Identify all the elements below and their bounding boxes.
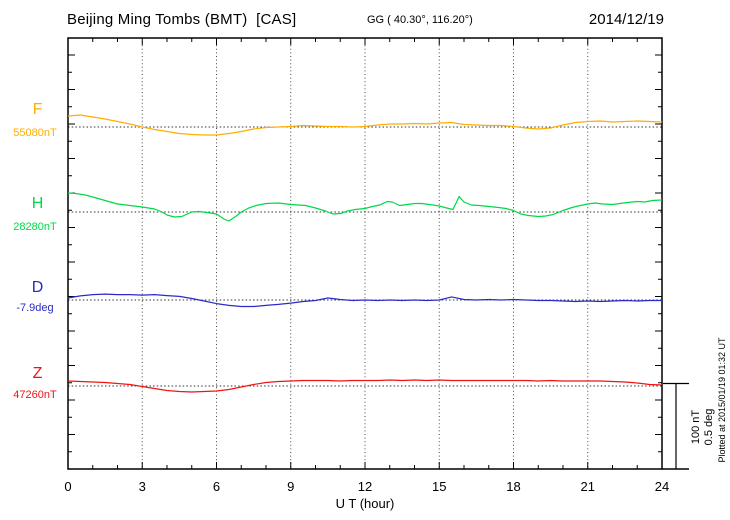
channel-label-F: F bbox=[32, 101, 43, 118]
plot-date: 2014/12/19 bbox=[588, 11, 664, 28]
channel-base-value-H: 28280nT bbox=[13, 220, 57, 233]
traces-group bbox=[67, 114, 663, 393]
geographic-coordinates: GG ( 40.30°, 116.20°) bbox=[367, 14, 473, 26]
station-title: Beijing Ming Tombs (BMT) [CAS] bbox=[67, 11, 297, 28]
trace-D bbox=[67, 293, 662, 308]
x-tick-label-12: 12 bbox=[358, 479, 372, 494]
plotted-at-note: Plotted at 2015/01/19 01:32 UT bbox=[717, 337, 727, 463]
trace-Z bbox=[67, 379, 663, 393]
plot-frame bbox=[67, 37, 663, 470]
trace-F bbox=[67, 114, 663, 136]
x-tick-label-0: 0 bbox=[64, 479, 71, 494]
x-tick-label-18: 18 bbox=[506, 479, 520, 494]
baselines-group bbox=[68, 126, 662, 387]
x-tick-label-6: 6 bbox=[213, 479, 220, 494]
scale-bar-deg-label: 0.5 deg bbox=[703, 409, 715, 446]
channel-base-value-Z: 47260nT bbox=[13, 388, 57, 401]
gridlines-group bbox=[141, 38, 589, 469]
x-axis-label: U T (hour) bbox=[335, 496, 395, 511]
channel-base-value-D: -7.9deg bbox=[16, 301, 54, 314]
axis-ticks-group bbox=[67, 38, 663, 469]
x-tick-label-15: 15 bbox=[432, 479, 446, 494]
channel-label-Z: Z bbox=[32, 365, 43, 382]
x-tick-label-3: 3 bbox=[139, 479, 146, 494]
scale-bar-nt-label: 100 nT bbox=[690, 410, 702, 445]
scale-bar bbox=[662, 382, 689, 470]
trace-H bbox=[67, 192, 663, 222]
x-tick-labels-group: 0 3 6 9 12 15 18 21 24 bbox=[64, 479, 669, 494]
channel-label-H: H bbox=[31, 195, 44, 212]
channel-label-D: D bbox=[31, 279, 44, 296]
x-tick-label-9: 9 bbox=[287, 479, 294, 494]
x-tick-label-21: 21 bbox=[581, 479, 595, 494]
x-tick-label-24: 24 bbox=[655, 479, 669, 494]
channel-base-value-F: 55080nT bbox=[13, 126, 57, 139]
